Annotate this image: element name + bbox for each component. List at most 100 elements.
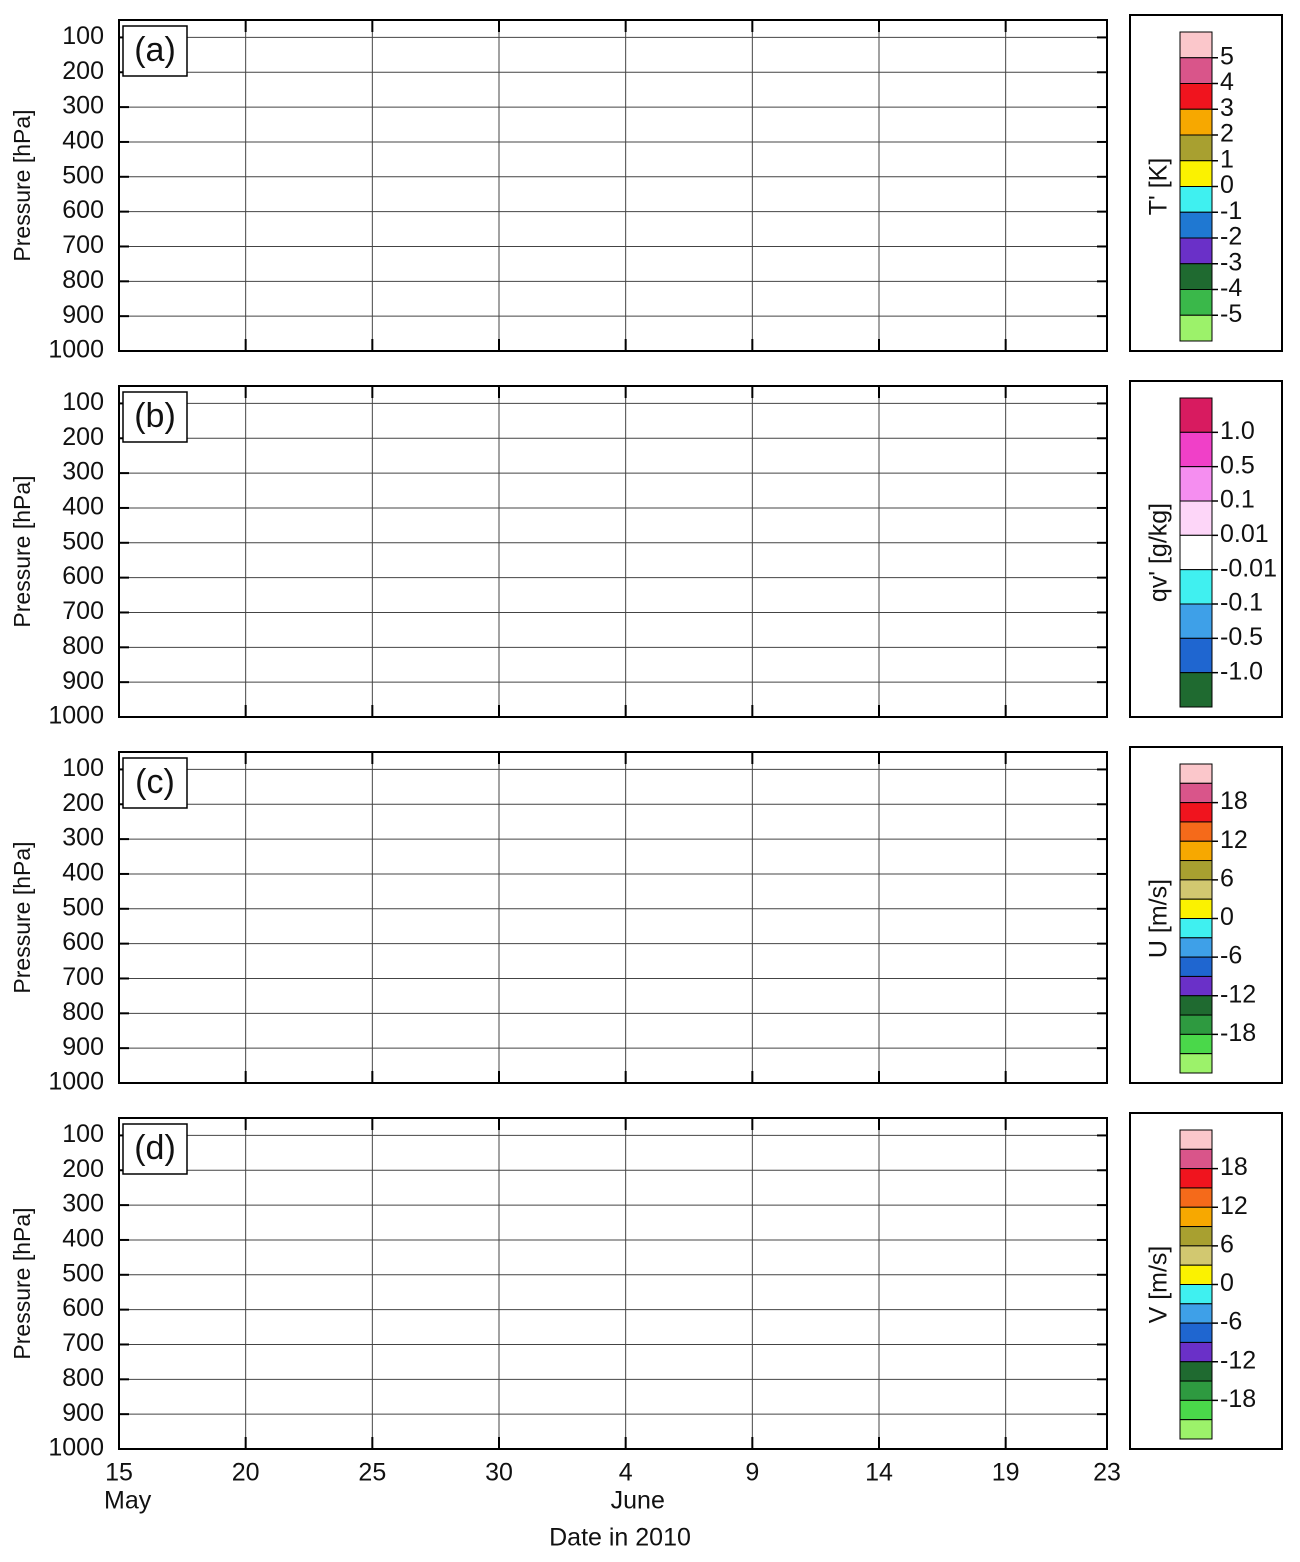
colorbar-tick-label: 0.1: [1220, 486, 1255, 514]
colorbar-title: U [m/s]: [1145, 879, 1173, 958]
colorbar-swatch: [1179, 186, 1213, 213]
y-tick-label: 600: [62, 1294, 104, 1322]
colorbar-tick-label: -18: [1220, 1385, 1256, 1413]
y-tick-label: 1000: [48, 1434, 104, 1462]
colorbar-tick-label: -0.5: [1220, 623, 1263, 651]
y-tick-label: 700: [62, 963, 104, 991]
x-tick-label: 23: [1093, 1459, 1121, 1487]
colorbar-tick-label: 0.01: [1220, 520, 1269, 548]
colorbar-swatch: [1179, 1399, 1213, 1421]
colorbar-tick-label: 1.0: [1220, 417, 1255, 445]
colorbar-swatch: [1179, 1168, 1213, 1189]
panel-label-box: [122, 757, 188, 809]
colorbar-swatch: [1179, 534, 1213, 571]
colorbar-swatch: [1179, 1148, 1213, 1170]
colorbar-swatch: [1179, 763, 1213, 784]
plot-frame: [118, 751, 1108, 1084]
y-tick-label: 600: [62, 928, 104, 956]
colorbar-swatch: [1179, 108, 1213, 136]
colorbar-swatch: [1179, 975, 1213, 997]
colorbar-swatch: [1179, 83, 1213, 110]
colorbar-tick-label: -6: [1220, 942, 1242, 970]
colorbar-swatch: [1179, 879, 1213, 900]
colorbar-swatch: [1179, 431, 1213, 468]
colorbar-swatch: [1179, 160, 1213, 187]
y-tick-label: 800: [62, 266, 104, 294]
colorbar-swatch: [1179, 603, 1213, 639]
colorbar-swatch: [1179, 672, 1213, 708]
colorbar-swatch: [1179, 1341, 1213, 1363]
y-tick-label: 400: [62, 493, 104, 521]
colorbar-tick-label: -12: [1220, 1346, 1256, 1374]
colorbar-tick-label: 6: [1220, 864, 1234, 892]
plot-frame: [118, 1117, 1108, 1450]
colorbar-swatch: [1179, 134, 1213, 162]
colorbar-swatch: [1179, 1226, 1213, 1247]
colorbar-swatch: [1179, 860, 1213, 881]
x-tick-label: 4: [619, 1459, 633, 1487]
y-tick-label: 700: [62, 1329, 104, 1357]
colorbar-tick-label: -1.0: [1220, 657, 1263, 685]
panel-label-box: [122, 391, 188, 443]
colorbar-tick-label: 0: [1220, 903, 1234, 931]
y-tick-label: 600: [62, 562, 104, 590]
colorbar-swatch: [1179, 1014, 1213, 1035]
y-tick-label: 800: [62, 632, 104, 660]
x-tick-label: 9: [745, 1459, 759, 1487]
x-tick-label: 30: [485, 1459, 513, 1487]
y-tick-label: 500: [62, 527, 104, 555]
y-tick-label: 400: [62, 127, 104, 155]
plot-frame: [118, 19, 1108, 352]
y-axis-label: Pressure [hPa]: [9, 109, 35, 261]
colorbar-swatch: [1179, 211, 1213, 239]
colorbar-swatch: [1179, 466, 1213, 502]
colorbar-tick-label: 4: [1220, 68, 1234, 96]
colorbar-swatch: [1179, 263, 1213, 290]
colorbar-tick-label: 18: [1220, 787, 1248, 815]
panel-label-box: [122, 25, 188, 77]
colorbar-title: V [m/s]: [1145, 1246, 1173, 1324]
colorbar-tick-label: -2: [1220, 223, 1242, 251]
y-tick-label: 400: [62, 859, 104, 887]
colorbar-swatch: [1179, 1322, 1213, 1343]
y-tick-label: 500: [62, 161, 104, 189]
colorbar-tick-label: -0.1: [1220, 589, 1263, 617]
colorbar-swatch: [1179, 1361, 1213, 1382]
colorbar-tick-label: -0.01: [1220, 554, 1277, 582]
colorbar-tick-label: 3: [1220, 94, 1234, 122]
x-tick-label: 14: [865, 1459, 893, 1487]
colorbar-swatch: [1179, 995, 1213, 1016]
colorbar-swatch: [1179, 1419, 1213, 1440]
y-tick-label: 400: [62, 1225, 104, 1253]
colorbar-swatch: [1179, 782, 1213, 804]
y-axis-label: Pressure [hPa]: [9, 841, 35, 993]
plot-area: [119, 752, 1107, 1083]
y-tick-label: 1000: [48, 702, 104, 730]
panel-label: (b): [134, 397, 176, 435]
y-tick-label: 900: [62, 1399, 104, 1427]
panel-label-box: [122, 1123, 188, 1175]
y-tick-label: 800: [62, 1364, 104, 1392]
colorbar-swatch: [1179, 956, 1213, 977]
colorbar-swatch: [1179, 569, 1213, 605]
colorbar-tick-label: 5: [1220, 42, 1234, 70]
colorbar-swatch: [1179, 1284, 1213, 1305]
y-tick-label: 300: [62, 458, 104, 486]
colorbar-tick-label: 12: [1220, 1192, 1248, 1220]
y-tick-label: 100: [62, 388, 104, 416]
y-tick-label: 600: [62, 196, 104, 224]
x-tick-label: 25: [358, 1459, 386, 1487]
y-tick-label: 700: [62, 231, 104, 259]
y-axis-label: Pressure [hPa]: [9, 475, 35, 627]
colorbar-swatch: [1179, 637, 1213, 674]
colorbar-tick-label: 6: [1220, 1230, 1234, 1258]
colorbar-tick-label: 2: [1220, 120, 1234, 148]
colorbar-swatch: [1179, 1053, 1213, 1074]
plot-area: [119, 20, 1107, 351]
plot-frame: [118, 385, 1108, 718]
y-tick-label: 100: [62, 22, 104, 50]
colorbar-swatch: [1179, 802, 1213, 823]
colorbar-tick-label: -4: [1220, 274, 1242, 302]
colorbar-tick-label: 18: [1220, 1153, 1248, 1181]
y-tick-label: 200: [62, 1155, 104, 1183]
